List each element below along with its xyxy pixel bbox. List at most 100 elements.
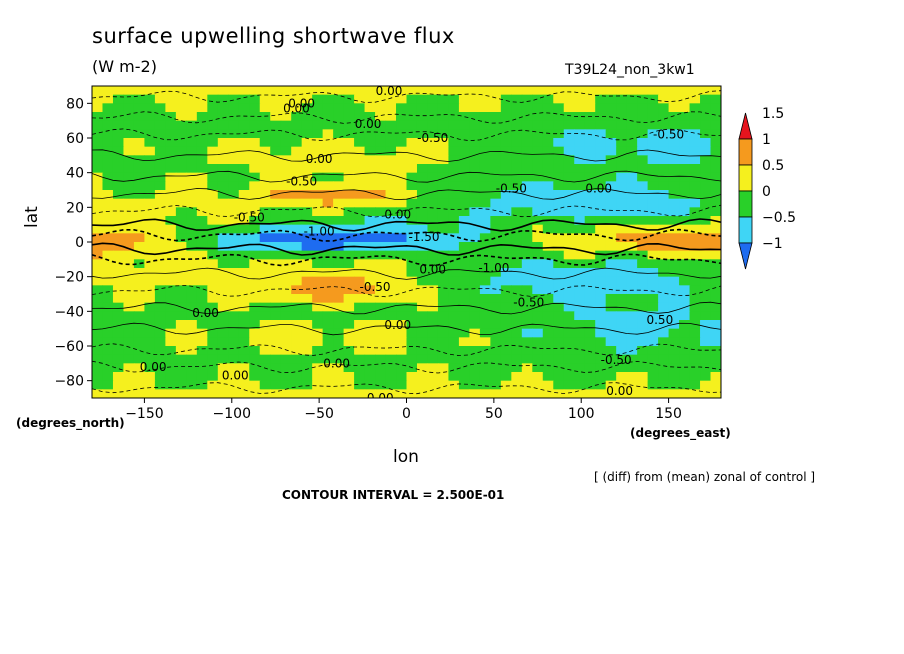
field-cell	[416, 181, 429, 191]
field-cell	[270, 120, 282, 130]
field-cell	[291, 285, 303, 295]
field-cell	[364, 285, 376, 295]
field-cell	[700, 181, 712, 191]
field-cell	[542, 268, 554, 278]
field-cell	[668, 86, 680, 96]
field-cell	[416, 276, 429, 286]
field-cell	[448, 190, 460, 200]
field-cell	[280, 233, 292, 243]
field-cell	[259, 146, 271, 156]
field-cell	[259, 276, 271, 286]
field-cell	[301, 233, 313, 243]
field-cell	[437, 346, 450, 356]
field-cell	[238, 372, 250, 382]
field-cell	[291, 233, 303, 243]
field-cell	[647, 112, 659, 122]
field-cell	[196, 207, 208, 217]
field-cell	[238, 198, 250, 208]
field-cell	[584, 328, 596, 338]
field-cell	[291, 320, 303, 330]
field-cell	[668, 372, 680, 382]
field-cell	[563, 302, 575, 312]
field-cell	[259, 242, 271, 252]
field-cell	[175, 363, 187, 373]
field-cell	[270, 363, 282, 373]
field-cell	[500, 259, 512, 269]
field-cell	[563, 346, 575, 356]
field-cell	[605, 276, 617, 286]
field-cell	[144, 198, 156, 208]
field-cell	[133, 354, 146, 364]
field-cell	[563, 233, 575, 243]
field-cell	[154, 198, 166, 208]
field-cell	[458, 155, 470, 165]
field-cell	[364, 320, 376, 330]
field-cell	[647, 363, 659, 373]
field-cell	[375, 268, 387, 278]
field-cell	[469, 354, 481, 364]
field-cell	[396, 302, 408, 312]
field-cell	[563, 380, 575, 390]
field-cell	[605, 380, 617, 390]
field-cell	[532, 242, 544, 252]
field-cell	[406, 86, 418, 96]
field-cell	[238, 181, 250, 191]
field-cell	[175, 250, 187, 260]
contour-line	[92, 228, 721, 243]
field-cell	[458, 380, 470, 390]
field-cell	[637, 103, 649, 113]
field-cell	[700, 112, 712, 122]
contour-line	[92, 301, 721, 315]
field-cell	[553, 233, 565, 243]
field-cell	[207, 172, 219, 182]
field-cell	[574, 146, 586, 156]
field-cell	[154, 380, 166, 390]
colorbar-label: 0	[762, 184, 771, 200]
field-cell	[354, 181, 366, 191]
contour-label: -1.50	[408, 230, 439, 244]
field-cell	[605, 294, 617, 304]
field-cell	[563, 198, 575, 208]
field-cell	[364, 155, 376, 165]
field-cell	[322, 129, 334, 139]
field-cell	[595, 207, 607, 217]
field-cell	[102, 233, 114, 243]
field-cell	[259, 294, 271, 304]
field-cell	[700, 311, 712, 321]
field-cell	[144, 372, 156, 382]
field-cell	[301, 354, 313, 364]
field-cell	[133, 86, 146, 96]
field-cell	[542, 294, 554, 304]
field-cell	[249, 224, 261, 234]
field-cell	[102, 207, 114, 217]
field-cell	[133, 129, 146, 139]
field-cell	[270, 146, 282, 156]
field-cell	[396, 94, 408, 104]
field-cell	[574, 320, 586, 330]
field-cell	[133, 233, 146, 243]
field-cell	[102, 198, 114, 208]
field-cell	[123, 164, 135, 174]
field-cell	[228, 224, 240, 234]
field-cell	[301, 311, 313, 321]
field-cell	[595, 285, 607, 295]
field-cell	[92, 103, 104, 113]
field-cell	[605, 146, 617, 156]
field-cell	[238, 112, 250, 122]
field-cell	[154, 276, 166, 286]
contour-label: 0.00	[283, 102, 310, 116]
field-cell	[123, 346, 135, 356]
field-cell	[238, 94, 250, 104]
field-cell	[521, 337, 533, 347]
field-cell	[291, 363, 303, 373]
field-cell	[228, 311, 240, 321]
field-cell	[658, 233, 670, 243]
field-cell	[490, 276, 502, 286]
field-cell	[668, 346, 680, 356]
field-cell	[689, 285, 701, 295]
field-cell	[175, 259, 187, 269]
field-cell	[406, 346, 418, 356]
field-cell	[92, 164, 104, 174]
field-cell	[647, 346, 659, 356]
field-cell	[186, 337, 198, 347]
